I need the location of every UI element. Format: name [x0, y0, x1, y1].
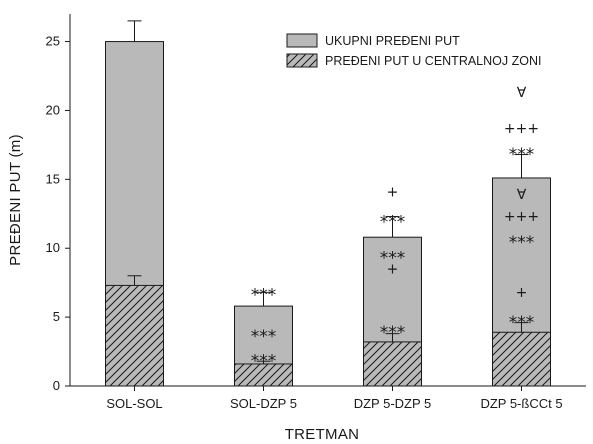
y-tick-label: 20	[46, 102, 60, 117]
y-tick-label: 25	[46, 34, 60, 49]
significance-stars: ***	[509, 145, 535, 165]
significance-plus: +	[387, 184, 399, 200]
significance-stars: ***	[251, 286, 277, 306]
legend-label-total: UKUPNI PREĐENI PUT	[325, 34, 460, 48]
legend-swatch-total	[286, 33, 318, 48]
significance-plus: +	[516, 285, 528, 301]
x-axis-title: TRETMAN	[285, 426, 360, 443]
bar-central	[492, 331, 551, 387]
x-tick-label: DZP 5-DZP 5	[354, 396, 432, 411]
legend: UKUPNI PREĐENI PUT PREĐENI PUT U CENTRAL…	[286, 33, 541, 68]
y-tick-label: 10	[46, 240, 60, 255]
significance-plus: +++	[504, 209, 539, 225]
y-tick-label: 5	[53, 309, 60, 324]
significance-stars: ***	[509, 233, 535, 253]
significance-annotations: *********+******+***∀+++***∀+++***+***	[251, 85, 539, 372]
legend-label-central: PREĐENI PUT U CENTRALNOJ ZONI	[325, 54, 541, 68]
axes: SOL-SOL SOL-DZP 5 DZP 5-DZP 5 DZP 5-ßCCt 5 0…	[46, 14, 586, 411]
x-tick-label: DZP 5-ßCCt 5	[480, 396, 562, 411]
x-tick-label: SOL-DZP 5	[230, 396, 297, 411]
significance-plus: +++	[504, 121, 539, 137]
significance-stars: ***	[251, 327, 277, 347]
bar-central	[105, 284, 164, 387]
x-tick-label: SOL-SOL	[106, 396, 162, 411]
significance-stars: ***	[380, 323, 406, 343]
significance-stars: ***	[509, 313, 535, 333]
y-axis-title: PREĐENI PUT (m)	[7, 134, 24, 266]
significance-forall: ∀	[517, 187, 527, 203]
significance-stars: ***	[380, 213, 406, 233]
y-tick-label: 0	[53, 378, 60, 393]
significance-forall: ∀	[517, 85, 527, 101]
significance-stars: ***	[380, 248, 406, 268]
bar-central	[363, 341, 422, 387]
significance-plus: +	[387, 262, 399, 278]
y-tick-label: 15	[46, 171, 60, 186]
significance-stars: ***	[251, 352, 277, 372]
legend-swatch-central	[286, 53, 318, 68]
plot-area	[105, 20, 551, 387]
